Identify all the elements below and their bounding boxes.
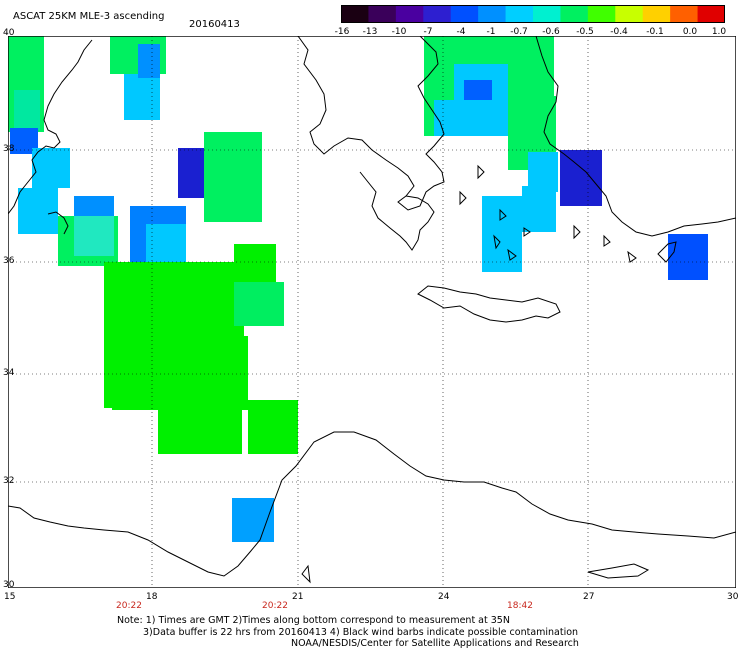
colorbar-label: -0.7 bbox=[510, 27, 528, 37]
colorbar-label: 1.0 bbox=[711, 27, 727, 37]
colorbar-swatch bbox=[642, 5, 671, 23]
lon-label: 27 bbox=[583, 592, 595, 602]
colorbar-label: -16 bbox=[334, 27, 350, 37]
wind-data-cells bbox=[8, 36, 708, 542]
colorbar-swatch bbox=[341, 5, 370, 23]
lat-label: 30 bbox=[3, 580, 15, 590]
colorbar-swatch bbox=[587, 5, 616, 23]
lat-label: 36 bbox=[3, 256, 15, 266]
colorbar-swatch bbox=[615, 5, 644, 23]
colorbar-label: -13 bbox=[362, 27, 378, 37]
colorbar-swatch bbox=[560, 5, 589, 23]
pass-time: 20:22 bbox=[262, 601, 288, 611]
product-title: ASCAT 25KM MLE-3 ascending bbox=[13, 11, 165, 22]
colorbar-swatch bbox=[505, 5, 534, 23]
note-line-1: Note: 1) Times are GMT 2)Times along bot… bbox=[117, 615, 510, 626]
lat-label: 32 bbox=[3, 476, 15, 486]
colorbar-swatch bbox=[395, 5, 424, 23]
wind-map bbox=[8, 36, 736, 588]
colorbar-label: -0.6 bbox=[542, 27, 560, 37]
color-scale-bar bbox=[341, 5, 725, 23]
colorbar-label: -1 bbox=[486, 27, 496, 37]
lon-label: 30 bbox=[727, 592, 739, 602]
colorbar-label: 0.0 bbox=[682, 27, 698, 37]
lat-label: 38 bbox=[3, 144, 15, 154]
lon-label: 18 bbox=[146, 592, 158, 602]
pass-time: 20:22 bbox=[116, 601, 142, 611]
lon-label: 24 bbox=[438, 592, 450, 602]
colorbar-label: -4 bbox=[456, 27, 466, 37]
lat-label: 40 bbox=[3, 28, 15, 38]
colorbar-label: -0.5 bbox=[576, 27, 594, 37]
coastlines bbox=[8, 36, 736, 584]
colorbar-swatch bbox=[423, 5, 452, 23]
lat-label: 34 bbox=[3, 368, 15, 378]
colorbar-swatch bbox=[533, 5, 562, 23]
note-line-3: NOAA/NESDIS/Center for Satellite Applica… bbox=[291, 638, 579, 649]
colorbar-label: -7 bbox=[423, 27, 433, 37]
colorbar-swatch bbox=[670, 5, 699, 23]
lon-label: 21 bbox=[292, 592, 304, 602]
colorbar-label: -10 bbox=[391, 27, 407, 37]
lon-label: 15 bbox=[4, 592, 16, 602]
pass-time: 18:42 bbox=[507, 601, 533, 611]
colorbar-swatch bbox=[450, 5, 479, 23]
colorbar-swatch bbox=[478, 5, 507, 23]
product-date: 20160413 bbox=[189, 19, 240, 30]
colorbar-label: -0.4 bbox=[610, 27, 628, 37]
colorbar-label: -0.1 bbox=[646, 27, 664, 37]
note-line-2: 3)Data buffer is 22 hrs from 20160413 4)… bbox=[143, 627, 579, 638]
colorbar-swatch bbox=[697, 5, 725, 23]
colorbar-swatch bbox=[368, 5, 397, 23]
